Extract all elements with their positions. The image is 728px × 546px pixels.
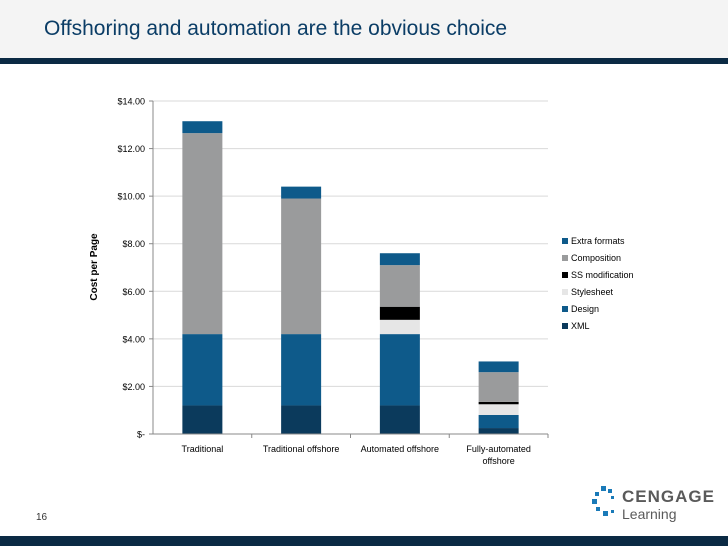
bottom-rule [0, 536, 728, 546]
y-tick-label: $2.00 [122, 382, 145, 392]
bar-segment-design [281, 334, 322, 406]
title-rule [0, 58, 728, 64]
bar-segment-xml [379, 405, 420, 434]
legend-swatch-composition [562, 255, 568, 261]
legend-swatch-ss-modification [562, 272, 568, 278]
bar-segment-xml [281, 405, 322, 434]
y-tick-label: $8.00 [122, 239, 145, 249]
bar-segment-composition [478, 372, 519, 402]
legend-label-design: Design [571, 304, 599, 314]
logo-line1: CENGAGE [622, 487, 715, 506]
y-tick-label: $12.00 [117, 144, 145, 154]
x-tick-label: Traditional offshore [263, 444, 340, 454]
y-axis-label: Cost per Page [89, 233, 100, 301]
cengage-logo: CENGAGE Learning [590, 484, 714, 526]
y-tick-label: $14.00 [117, 97, 145, 107]
bar-segment-design [379, 334, 420, 406]
y-tick-label: $6.00 [122, 287, 145, 297]
y-tick-label: $10.00 [117, 192, 145, 202]
bar-segment-stylesheet [478, 404, 519, 415]
page-number: 16 [36, 512, 48, 523]
bar-segment-composition [379, 265, 420, 307]
legend-swatch-stylesheet [562, 289, 568, 295]
bar-segment-design [478, 414, 519, 429]
x-tick-label: Fully-automated [466, 444, 531, 454]
bar-segment-design [182, 334, 223, 406]
legend-swatch-xml [562, 323, 568, 329]
bar-segment-stylesheet [379, 319, 420, 335]
legend-label-xml: XML [571, 321, 590, 331]
bar-segment-ss-modification [379, 306, 420, 320]
x-tick-label: Traditional [182, 444, 224, 454]
legend-swatch-design [562, 306, 568, 312]
slide-title: Offshoring and automation are the obviou… [44, 17, 508, 40]
bar-segment-xml [478, 428, 519, 434]
legend-label-stylesheet: Stylesheet [571, 287, 614, 297]
bars [182, 121, 519, 434]
legend-label-ss-modification: SS modification [571, 270, 634, 280]
y-tick-label: $4.00 [122, 334, 145, 344]
bar-segment-extra-formats [379, 253, 420, 266]
logo-line2: Learning [622, 506, 677, 522]
logo-dots-icon [592, 486, 614, 516]
legend: Extra formats Composition SS modification S… [562, 236, 634, 331]
legend-label-extra-formats: Extra formats [571, 236, 625, 246]
y-tick-label: $- [137, 430, 145, 440]
bar-segment-ss-modification [478, 401, 519, 405]
bar-segment-xml [182, 405, 223, 434]
legend-swatch-extra-formats [562, 238, 568, 244]
legend-label-composition: Composition [571, 253, 621, 263]
title-bar [0, 0, 728, 58]
axes: $- $2.00 $4.00 $6.00 $8.00 $10.00 $12.00 $14.00… [117, 97, 549, 466]
bar-segment-composition [281, 198, 322, 335]
x-tick-label: Automated offshore [361, 444, 439, 454]
x-tick-label: offshore [482, 456, 514, 466]
bar-segment-composition [182, 133, 223, 335]
bar-segment-extra-formats [182, 121, 223, 134]
bar-segment-extra-formats [478, 361, 519, 373]
bar-segment-extra-formats [281, 186, 322, 199]
